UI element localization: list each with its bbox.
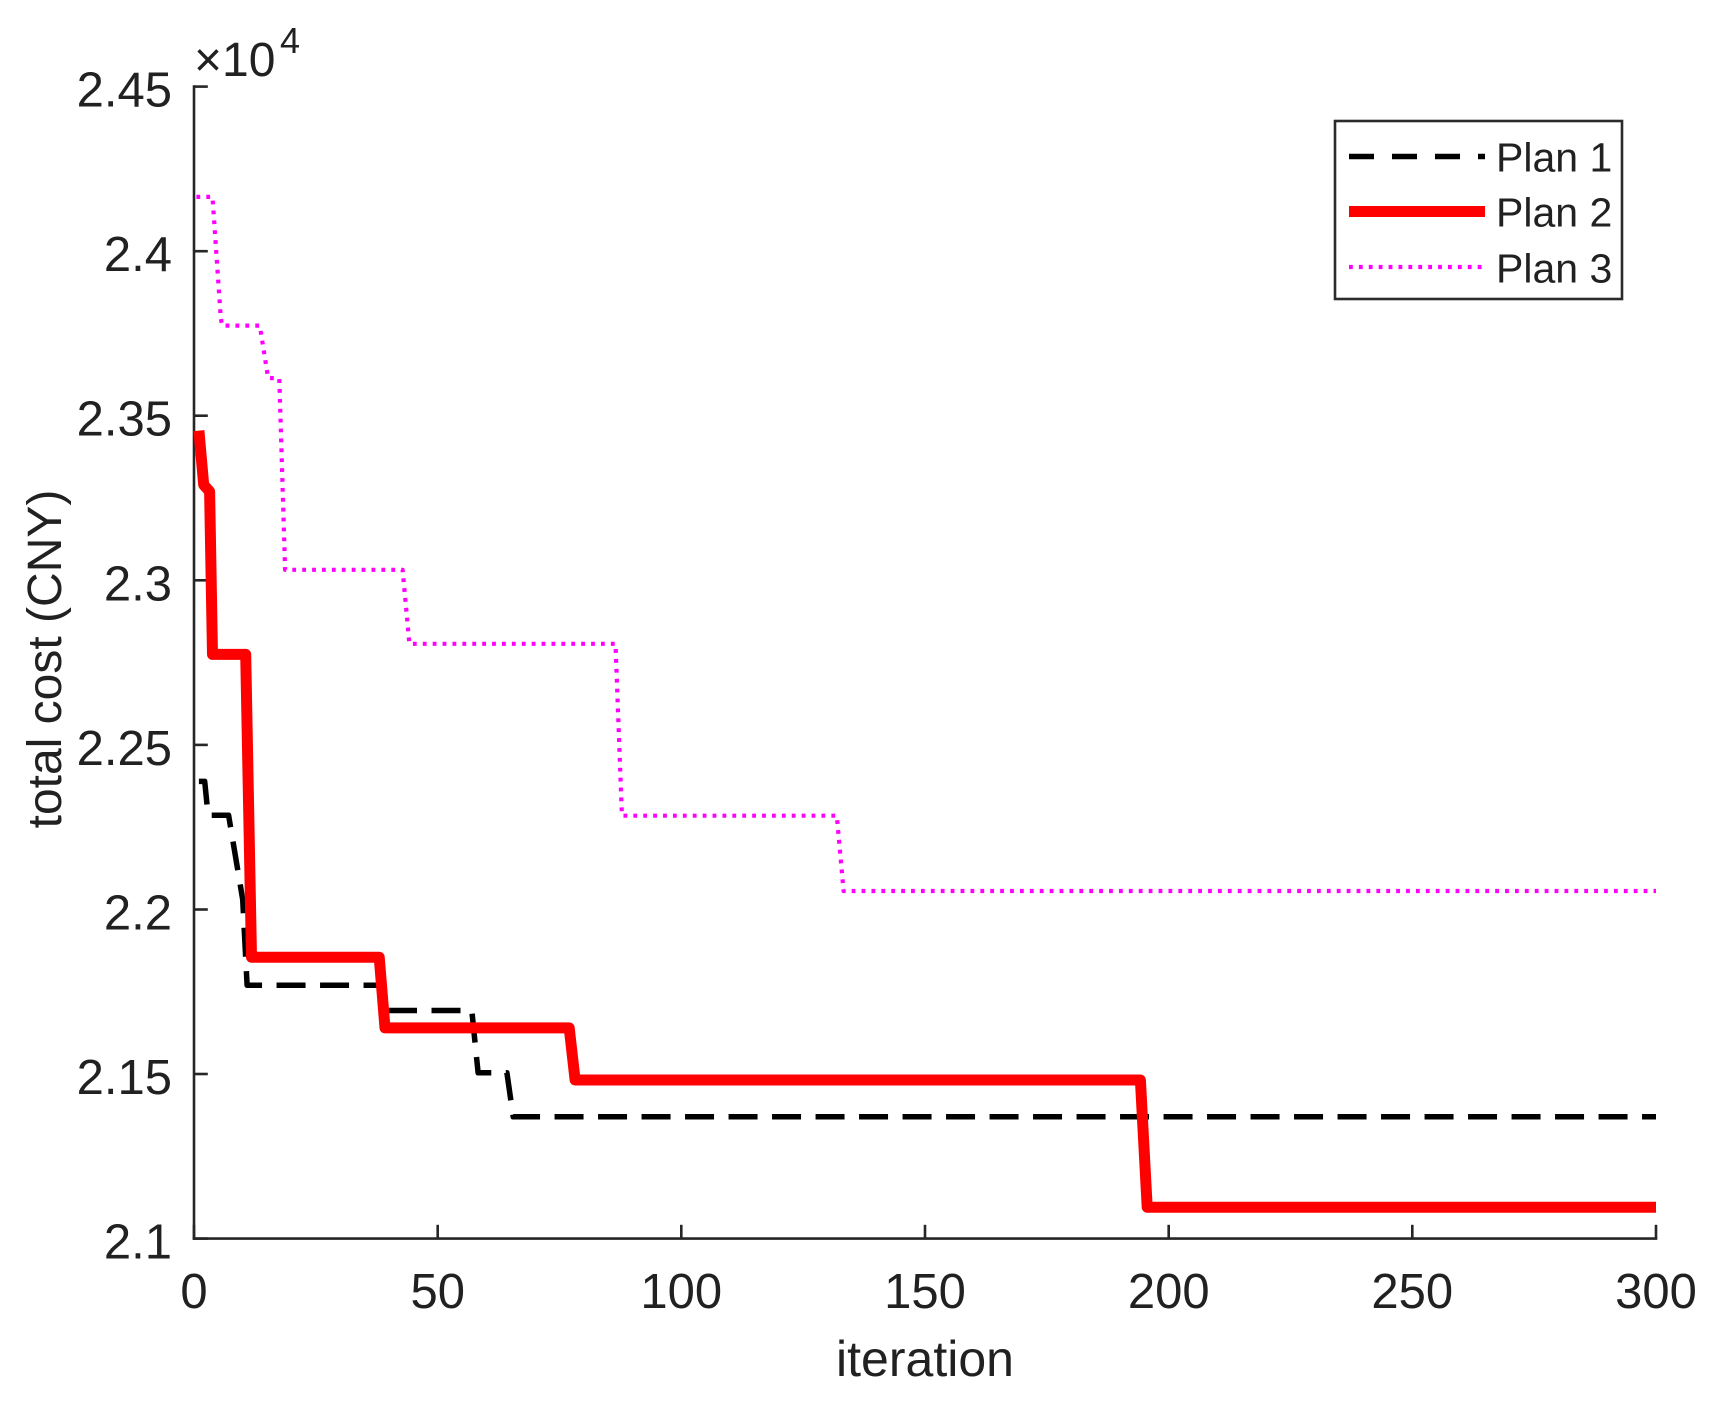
svg-text:2.4: 2.4 [104, 228, 172, 282]
svg-text:2.35: 2.35 [77, 393, 172, 447]
svg-text:250: 250 [1371, 1265, 1453, 1319]
svg-text:0: 0 [180, 1265, 207, 1319]
svg-text:total cost (CNY): total cost (CNY) [19, 490, 72, 829]
svg-text:150: 150 [884, 1265, 966, 1319]
svg-text:100: 100 [640, 1265, 722, 1319]
svg-text:50: 50 [410, 1265, 465, 1319]
svg-text:2.2: 2.2 [104, 887, 172, 941]
svg-text:200: 200 [1128, 1265, 1210, 1319]
svg-text:300: 300 [1615, 1265, 1697, 1319]
svg-text:2.3: 2.3 [104, 557, 172, 611]
svg-text:2.25: 2.25 [77, 722, 172, 776]
svg-text:2.15: 2.15 [77, 1051, 172, 1105]
svg-text:Plan 1: Plan 1 [1496, 135, 1612, 181]
svg-text:4: 4 [280, 20, 300, 61]
svg-text:2.1: 2.1 [104, 1216, 172, 1270]
svg-text:Plan 3: Plan 3 [1496, 246, 1612, 292]
svg-text:iteration: iteration [836, 1331, 1014, 1387]
svg-text:×10: ×10 [194, 34, 275, 87]
svg-text:Plan 2: Plan 2 [1496, 189, 1612, 235]
svg-text:2.45: 2.45 [77, 64, 172, 118]
